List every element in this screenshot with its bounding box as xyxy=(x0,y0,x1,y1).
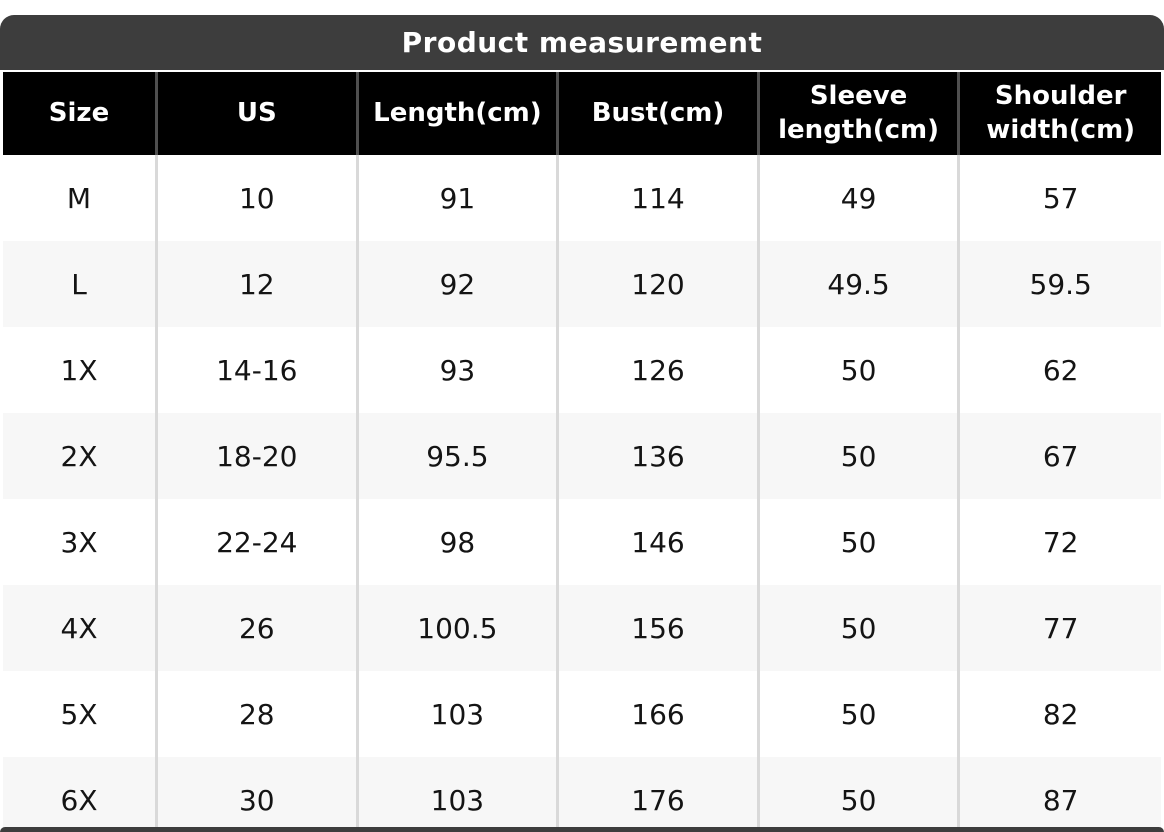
table-cell: 50 xyxy=(759,585,961,671)
table-cell: 30 xyxy=(158,757,359,832)
table-cell: 49 xyxy=(759,155,961,241)
table-cell: 67 xyxy=(960,413,1161,499)
table-cell: 92 xyxy=(358,241,560,327)
table-cell: 146 xyxy=(559,499,760,585)
table-cell: 28 xyxy=(158,671,359,757)
table-row: L 12 92 120 49.5 59.5 xyxy=(3,241,1161,327)
table-cell: 136 xyxy=(559,413,760,499)
column-header: Shoulder width(cm) xyxy=(960,72,1161,155)
table-cell: 57 xyxy=(960,155,1161,241)
table-cell: 5X xyxy=(3,671,158,757)
table-header-row: Size US Length(cm) Bust(cm) Sleeve length(cm… xyxy=(3,72,1161,155)
table-cell: 50 xyxy=(759,671,961,757)
table-cell: 26 xyxy=(158,585,359,671)
table-cell: 77 xyxy=(960,585,1161,671)
table-cell: 18-20 xyxy=(158,413,359,499)
table-cell: 176 xyxy=(559,757,760,832)
table-title: Product measurement xyxy=(401,26,763,59)
table-cell: 50 xyxy=(759,327,961,413)
table-cell: 50 xyxy=(759,757,961,832)
table-cell: 59.5 xyxy=(960,241,1161,327)
table-cell: 1X xyxy=(3,327,158,413)
table-cell: 114 xyxy=(559,155,760,241)
table-row: 5X 28 103 166 50 82 xyxy=(3,671,1161,757)
table-cell: 93 xyxy=(358,327,560,413)
table-row: M 10 91 114 49 57 xyxy=(3,155,1161,241)
column-header: US xyxy=(158,72,359,155)
table-cell: 14-16 xyxy=(158,327,359,413)
table-cell: 62 xyxy=(960,327,1161,413)
table-cell: 120 xyxy=(559,241,760,327)
table-cell: 98 xyxy=(358,499,560,585)
table-title-bar: Product measurement xyxy=(0,15,1164,70)
column-header: Sleeve length(cm) xyxy=(759,72,961,155)
column-header: Size xyxy=(3,72,158,155)
table-cell: 72 xyxy=(960,499,1161,585)
table-cell: 49.5 xyxy=(759,241,961,327)
table-cell: 87 xyxy=(960,757,1161,832)
table-row: 1X 14-16 93 126 50 62 xyxy=(3,327,1161,413)
table-row: 6X 30 103 176 50 87 xyxy=(3,757,1161,832)
table-cell: 2X xyxy=(3,413,158,499)
table-cell: 126 xyxy=(559,327,760,413)
table-row: 4X 26 100.5 156 50 77 xyxy=(3,585,1161,671)
table-cell: 4X xyxy=(3,585,158,671)
table-cell: 166 xyxy=(559,671,760,757)
table-cell: 91 xyxy=(358,155,560,241)
table-cell: 22-24 xyxy=(158,499,359,585)
table-cell: 6X xyxy=(3,757,158,832)
next-section-edge xyxy=(0,827,1164,832)
table-cell: 10 xyxy=(158,155,359,241)
table-cell: 50 xyxy=(759,499,961,585)
table-cell: 82 xyxy=(960,671,1161,757)
table-cell: 100.5 xyxy=(358,585,560,671)
column-header: Bust(cm) xyxy=(559,72,760,155)
table-cell: 156 xyxy=(559,585,760,671)
measurement-table: Size US Length(cm) Bust(cm) Sleeve length(cm… xyxy=(3,72,1161,832)
table-cell: 103 xyxy=(358,757,560,832)
table-cell: 50 xyxy=(759,413,961,499)
column-header: Length(cm) xyxy=(358,72,560,155)
table-row: 2X 18-20 95.5 136 50 67 xyxy=(3,413,1161,499)
table-cell: M xyxy=(3,155,158,241)
table-cell: L xyxy=(3,241,158,327)
table-cell: 3X xyxy=(3,499,158,585)
table-cell: 12 xyxy=(158,241,359,327)
table-row: 3X 22-24 98 146 50 72 xyxy=(3,499,1161,585)
table-cell: 103 xyxy=(358,671,560,757)
table-cell: 95.5 xyxy=(358,413,560,499)
